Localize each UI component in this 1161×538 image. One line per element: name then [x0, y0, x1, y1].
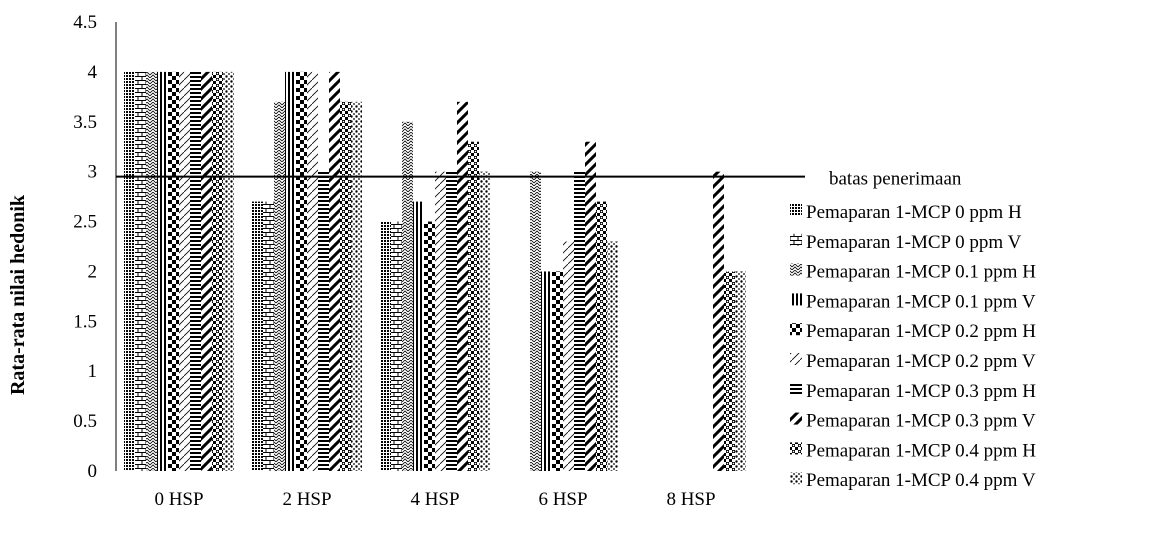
y-tick-label: 0.5 [73, 411, 97, 432]
bar [391, 221, 402, 471]
bar [530, 171, 541, 471]
bar [285, 71, 296, 471]
y-axis-label: Rata-rata nilai hedonik [7, 194, 29, 395]
legend-swatch [790, 204, 802, 216]
legend-swatch [790, 353, 802, 365]
bar [468, 141, 479, 471]
x-tick-label: 0 HSP [154, 489, 203, 510]
bar [307, 71, 318, 471]
acceptance-threshold-label: batas penerimaan [829, 169, 962, 190]
bar [735, 271, 746, 471]
bar [124, 71, 135, 471]
y-tick-label: 1 [88, 361, 98, 382]
bar [318, 171, 329, 471]
bar [435, 171, 446, 471]
bar [146, 71, 157, 471]
legend-item-label: Pemaparan 1-MCP 0.4 ppm H [806, 440, 1036, 461]
bar [329, 71, 340, 471]
legend-swatch [790, 382, 802, 395]
bar [424, 221, 435, 471]
legend-swatch [790, 412, 802, 425]
legend: Pemaparan 1-MCP 0 ppm H Pemaparan 1-MCP 0… [790, 202, 1036, 491]
bar [179, 71, 190, 471]
bar [479, 171, 490, 471]
bar [135, 71, 146, 471]
bar [457, 101, 468, 472]
y-tick-label: 3 [88, 162, 98, 183]
legend-item-label: Pemaparan 1-MCP 0.4 ppm V [806, 470, 1036, 491]
x-tick-label: 6 HSP [538, 489, 587, 510]
legend-swatch [790, 293, 802, 306]
y-tick-label: 4.5 [73, 12, 97, 33]
bar [380, 221, 391, 471]
y-axis-ticks: 0 0.5 1 1.5 2 2.5 3 3.5 4 4.5 [73, 12, 97, 482]
bar [223, 71, 234, 471]
bar [446, 171, 457, 471]
bar [724, 271, 735, 471]
bar [263, 201, 274, 471]
bar [190, 71, 201, 471]
legend-item-label: Pemaparan 1-MCP 0.2 ppm V [806, 351, 1036, 372]
bar [168, 71, 179, 471]
y-tick-label: 4 [88, 62, 98, 83]
bar [585, 141, 596, 471]
x-axis-labels: 0 HSP 2 HSP 4 HSP 6 HSP 8 HSP [154, 489, 715, 510]
bar-groups [124, 71, 746, 472]
legend-swatch [790, 323, 802, 336]
bar [574, 171, 585, 471]
legend-item-label: Pemaparan 1-MCP 0 ppm H [806, 202, 1022, 223]
bar [402, 121, 413, 472]
bar [201, 71, 212, 471]
bar [607, 241, 618, 471]
bar [252, 201, 263, 471]
x-tick-label: 2 HSP [282, 489, 331, 510]
bar [274, 101, 285, 472]
bar [541, 271, 552, 471]
legend-swatch [790, 442, 802, 455]
legend-item-label: Pemaparan 1-MCP 0.1 ppm V [806, 291, 1036, 312]
acceptance-threshold: batas penerimaan [116, 169, 962, 190]
x-tick-label: 8 HSP [666, 489, 715, 510]
legend-swatch [790, 472, 802, 485]
bar [713, 171, 724, 471]
legend-item-label: Pemaparan 1-MCP 0 ppm V [806, 232, 1022, 253]
legend-item-label: Pemaparan 1-MCP 0.3 ppm H [806, 381, 1036, 402]
legend-swatch [790, 233, 802, 246]
bar [563, 241, 574, 471]
bar [596, 201, 607, 471]
y-tick-label: 0 [88, 461, 98, 482]
y-tick-label: 2 [88, 261, 98, 282]
bar [340, 101, 351, 472]
bar [413, 201, 424, 471]
bar [351, 101, 362, 472]
x-tick-label: 4 HSP [410, 489, 459, 510]
y-tick-label: 3.5 [73, 112, 97, 133]
legend-item-label: Pemaparan 1-MCP 0.3 ppm V [806, 411, 1036, 432]
y-tick-label: 2.5 [73, 212, 97, 233]
y-tick-label: 1.5 [73, 311, 97, 332]
bar [212, 71, 223, 471]
bar [157, 71, 168, 471]
legend-item-label: Pemaparan 1-MCP 0.2 ppm H [806, 321, 1036, 342]
legend-item-label: Pemaparan 1-MCP 0.1 ppm H [806, 262, 1036, 283]
bar [296, 71, 307, 471]
bar [552, 271, 563, 471]
legend-swatch [790, 263, 802, 276]
